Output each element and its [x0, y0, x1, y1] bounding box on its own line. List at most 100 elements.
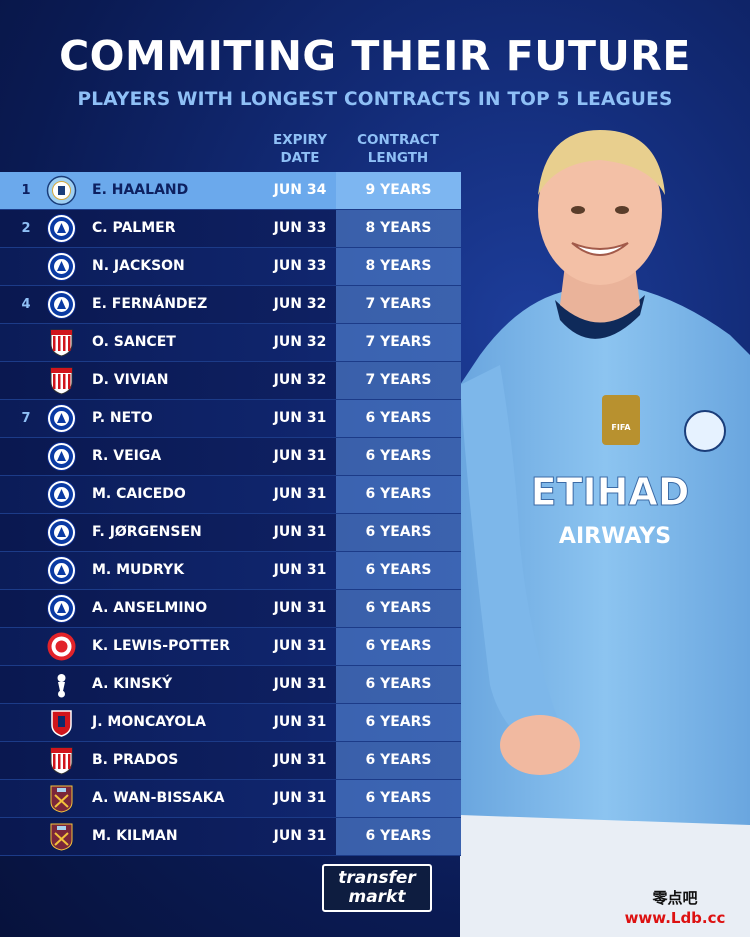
row-player-name: M. CAICEDO	[92, 486, 186, 502]
shirt-fifa-badge-text: FIFA	[611, 423, 631, 432]
row-player-name: P. NETO	[92, 410, 153, 426]
row-expiry-date: JUN 33	[273, 220, 327, 236]
row-expiry-date: JUN 32	[273, 372, 327, 388]
row-contract-length: 6 YEARS	[336, 514, 461, 551]
table-row: J. MONCAYOLA JUN 31 6 YEARS	[0, 704, 461, 742]
row-rank: 7	[21, 411, 31, 426]
athletic-bilbao-badge-icon	[46, 365, 77, 396]
row-contract-length: 6 YEARS	[336, 476, 461, 513]
row-player-name: R. VEIGA	[92, 448, 162, 464]
table-row: D. VIVIAN JUN 32 7 YEARS	[0, 362, 461, 400]
watermark-url: www.Ldb.cc	[624, 909, 726, 927]
row-expiry-date: JUN 31	[273, 486, 327, 502]
row-player-name: E. HAALAND	[92, 182, 189, 198]
chelsea-badge-icon	[46, 289, 77, 320]
athletic-bilbao-badge-icon	[46, 327, 77, 358]
row-player-name: E. FERNÁNDEZ	[92, 296, 208, 312]
row-player-name: D. VIVIAN	[92, 372, 169, 388]
table-row: B. PRADOS JUN 31 6 YEARS	[0, 742, 461, 780]
shirt-sponsor-line2: AIRWAYS	[559, 524, 671, 549]
column-header-expiry: EXPIRY DATE	[262, 131, 338, 167]
table-row: R. VEIGA JUN 31 6 YEARS	[0, 438, 461, 476]
column-header-expiry-line1: EXPIRY	[273, 132, 327, 148]
row-contract-length: 6 YEARS	[336, 628, 461, 665]
table-row: 2 C. PALMER JUN 33 8 YEARS	[0, 210, 461, 248]
row-expiry-date: JUN 31	[273, 752, 327, 768]
transfermarkt-logo: transfer markt	[322, 864, 432, 912]
logo-line2: markt	[348, 887, 406, 907]
row-expiry-date: JUN 31	[273, 600, 327, 616]
chelsea-badge-icon	[46, 555, 77, 586]
row-player-name: M. MUDRYK	[92, 562, 185, 578]
column-header-length-line1: CONTRACT	[357, 132, 439, 148]
row-contract-length: 7 YEARS	[336, 362, 461, 399]
chelsea-badge-icon	[46, 479, 77, 510]
row-player-name: K. LEWIS-POTTER	[92, 638, 230, 654]
tottenham-badge-icon	[46, 669, 77, 700]
row-player-name: F. JØRGENSEN	[92, 524, 202, 540]
row-contract-length: 6 YEARS	[336, 818, 461, 855]
table-row: K. LEWIS-POTTER JUN 31 6 YEARS	[0, 628, 461, 666]
row-contract-length: 6 YEARS	[336, 438, 461, 475]
page-subtitle: PLAYERS WITH LONGEST CONTRACTS IN TOP 5 …	[77, 89, 673, 110]
player-photo: ETIHAD AIRWAYS FIFA	[460, 130, 750, 937]
row-player-name: A. ANSELMINO	[92, 600, 208, 616]
chelsea-badge-icon	[46, 403, 77, 434]
west-ham-badge-icon	[46, 821, 77, 852]
row-contract-length: 6 YEARS	[336, 780, 461, 817]
watermark: 零点吧 www.Ldb.cc	[610, 888, 740, 928]
row-contract-length: 6 YEARS	[336, 400, 461, 437]
row-contract-length: 6 YEARS	[336, 666, 461, 703]
row-player-name: C. PALMER	[92, 220, 176, 236]
contracts-table: 1 E. HAALAND JUN 34 9 YEARS 2 C. PALMER JUN 33…	[0, 172, 461, 856]
table-row: A. ANSELMINO JUN 31 6 YEARS	[0, 590, 461, 628]
row-expiry-date: JUN 31	[273, 638, 327, 654]
chelsea-badge-icon	[46, 441, 77, 472]
row-rank: 4	[21, 297, 31, 312]
table-row: F. JØRGENSEN JUN 31 6 YEARS	[0, 514, 461, 552]
osasuna-badge-icon	[46, 707, 77, 738]
table-row: M. MUDRYK JUN 31 6 YEARS	[0, 552, 461, 590]
row-contract-length: 6 YEARS	[336, 590, 461, 627]
row-contract-length: 7 YEARS	[336, 324, 461, 361]
row-expiry-date: JUN 31	[273, 790, 327, 806]
west-ham-badge-icon	[46, 783, 77, 814]
table-row: 4 E. FERNÁNDEZ JUN 32 7 YEARS	[0, 286, 461, 324]
row-player-name: B. PRADOS	[92, 752, 179, 768]
column-header-length: CONTRACT LENGTH	[336, 131, 460, 167]
table-row: 7 P. NETO JUN 31 6 YEARS	[0, 400, 461, 438]
man-city-badge-icon	[46, 175, 77, 206]
table-row: A. WAN-BISSAKA JUN 31 6 YEARS	[0, 780, 461, 818]
logo-line1: transfer	[338, 868, 416, 888]
row-expiry-date: JUN 33	[273, 258, 327, 274]
row-player-name: A. KINSKÝ	[92, 676, 173, 692]
row-player-name: M. KILMAN	[92, 828, 178, 844]
chelsea-badge-icon	[46, 213, 77, 244]
table-row: A. KINSKÝ JUN 31 6 YEARS	[0, 666, 461, 704]
watermark-cn: 零点吧	[652, 889, 698, 907]
table-row: 1 E. HAALAND JUN 34 9 YEARS	[0, 172, 461, 210]
column-header-expiry-line2: DATE	[280, 150, 320, 166]
row-expiry-date: JUN 32	[273, 334, 327, 350]
athletic-bilbao-badge-icon	[46, 745, 77, 776]
row-expiry-date: JUN 31	[273, 524, 327, 540]
row-expiry-date: JUN 31	[273, 828, 327, 844]
row-contract-length: 8 YEARS	[336, 248, 461, 285]
page-title: COMMITING THEIR FUTURE	[59, 32, 691, 80]
row-contract-length: 7 YEARS	[336, 286, 461, 323]
row-player-name: N. JACKSON	[92, 258, 185, 274]
table-row: M. CAICEDO JUN 31 6 YEARS	[0, 476, 461, 514]
shirt-sponsor-line1: ETIHAD	[531, 470, 690, 514]
row-expiry-date: JUN 32	[273, 296, 327, 312]
row-expiry-date: JUN 31	[273, 410, 327, 426]
column-header-length-line2: LENGTH	[367, 150, 429, 166]
chelsea-badge-icon	[46, 593, 77, 624]
row-player-name: J. MONCAYOLA	[92, 714, 207, 730]
row-contract-length: 6 YEARS	[336, 742, 461, 779]
row-rank: 2	[21, 221, 31, 236]
table-row: M. KILMAN JUN 31 6 YEARS	[0, 818, 461, 856]
row-contract-length: 6 YEARS	[336, 552, 461, 589]
row-expiry-date: JUN 31	[273, 676, 327, 692]
row-player-name: O. SANCET	[92, 334, 176, 350]
row-contract-length: 8 YEARS	[336, 210, 461, 247]
